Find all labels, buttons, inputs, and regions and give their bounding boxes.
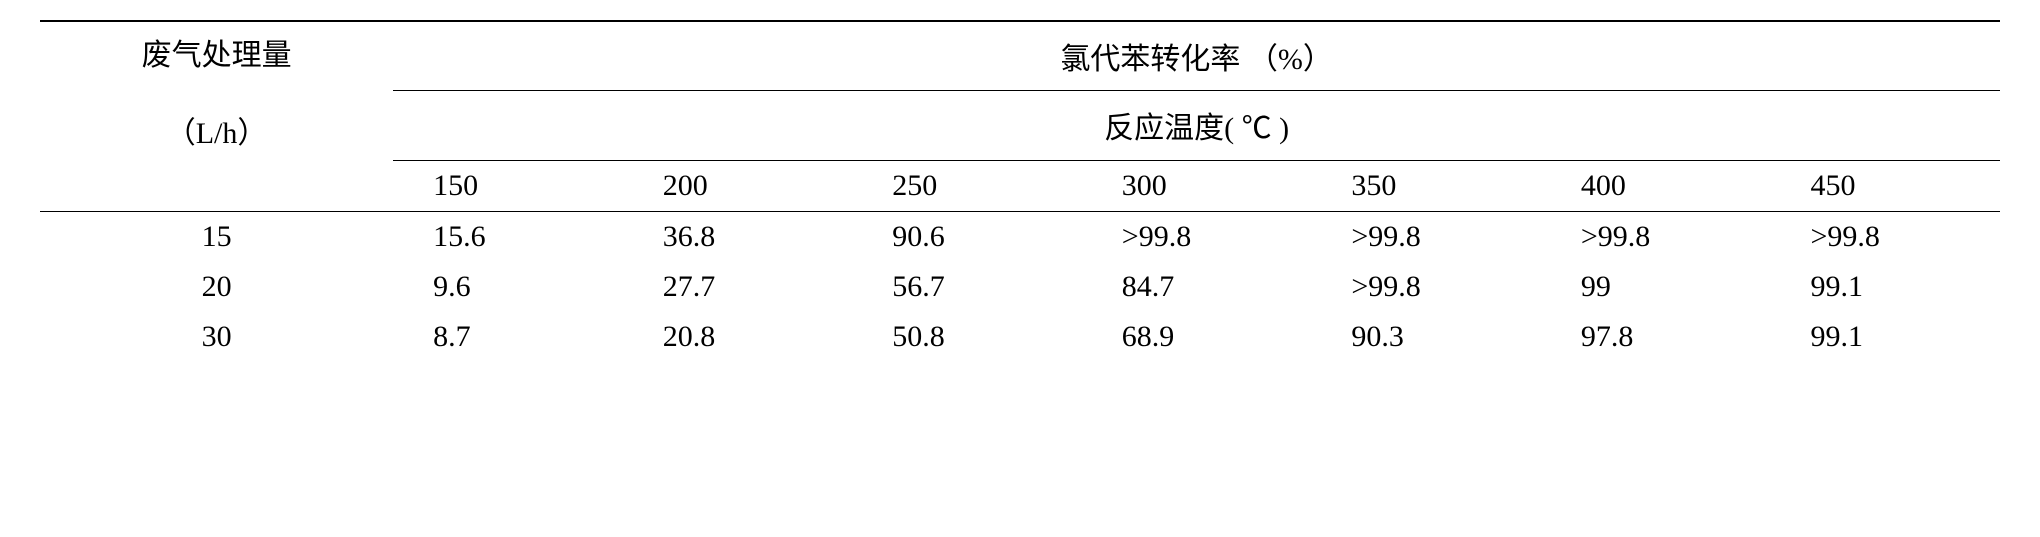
conversion-rate-table: 废气处理量 （L/h） 氯代苯转化率 （%） 反应温度( ℃ ) 150 200…: [40, 20, 2000, 362]
cell: 99.1: [1770, 262, 2000, 312]
cell: 15.6: [393, 211, 623, 262]
temp-col-2: 250: [852, 160, 1082, 211]
sub-title: 反应温度( ℃ ): [393, 91, 2000, 160]
row-header-line1: 废气处理量: [142, 39, 292, 72]
cell: >99.8: [1770, 211, 2000, 262]
cell: >99.8: [1311, 262, 1541, 312]
cell: >99.8: [1311, 211, 1541, 262]
cell: 90.6: [852, 211, 1082, 262]
cell: 84.7: [1082, 262, 1312, 312]
cell: 8.7: [393, 312, 623, 362]
main-title: 氯代苯转化率 （%）: [393, 21, 2000, 91]
row-header-label: 废气处理量 （L/h）: [40, 21, 393, 160]
cell: 36.8: [623, 211, 853, 262]
cell: 97.8: [1541, 312, 1771, 362]
cell: >99.8: [1082, 211, 1312, 262]
table-row: 15 15.6 36.8 90.6 >99.8 >99.8 >99.8 >99.…: [40, 211, 2000, 262]
row-label-2: 30: [40, 312, 393, 362]
cell: 27.7: [623, 262, 853, 312]
table-row: 20 9.6 27.7 56.7 84.7 >99.8 99 99.1: [40, 262, 2000, 312]
temp-col-4: 350: [1311, 160, 1541, 211]
empty-cell: [40, 160, 393, 211]
table-row: 30 8.7 20.8 50.8 68.9 90.3 97.8 99.1: [40, 312, 2000, 362]
cell: 90.3: [1311, 312, 1541, 362]
row-header-line2: （L/h）: [166, 117, 268, 150]
temp-col-5: 400: [1541, 160, 1771, 211]
row-label-1: 20: [40, 262, 393, 312]
temp-col-3: 300: [1082, 160, 1312, 211]
cell: 9.6: [393, 262, 623, 312]
cell: 56.7: [852, 262, 1082, 312]
cell: 99: [1541, 262, 1771, 312]
cell: >99.8: [1541, 211, 1771, 262]
table-header-row-1: 废气处理量 （L/h） 氯代苯转化率 （%）: [40, 21, 2000, 91]
cell: 50.8: [852, 312, 1082, 362]
temp-col-6: 450: [1770, 160, 2000, 211]
cell: 20.8: [623, 312, 853, 362]
cell: 99.1: [1770, 312, 2000, 362]
row-label-0: 15: [40, 211, 393, 262]
temp-col-0: 150: [393, 160, 623, 211]
temp-col-1: 200: [623, 160, 853, 211]
table-header-row-3: 150 200 250 300 350 400 450: [40, 160, 2000, 211]
cell: 68.9: [1082, 312, 1312, 362]
